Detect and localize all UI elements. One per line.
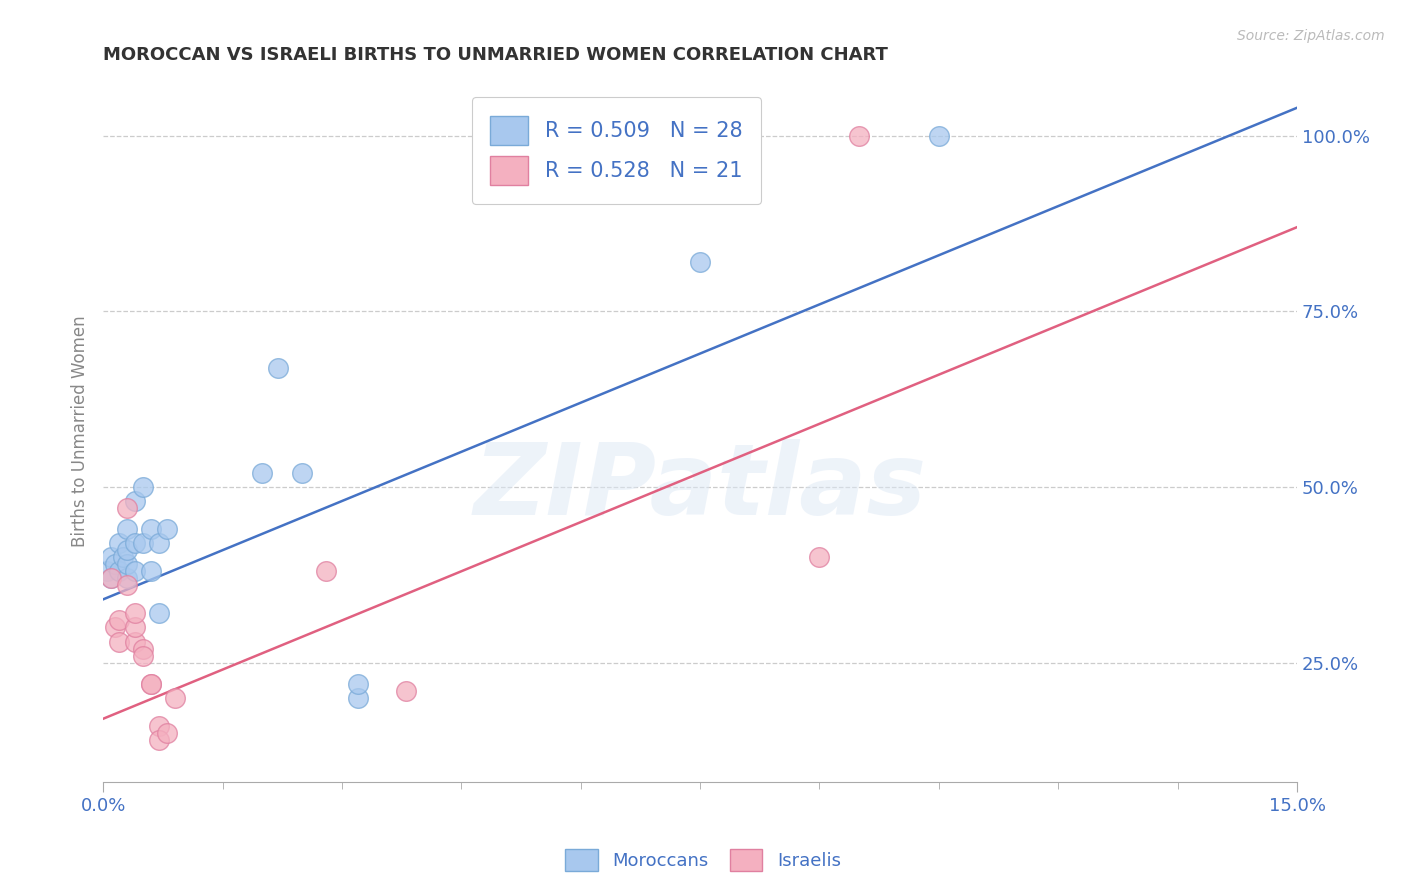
Point [148, 536, 170, 550]
Point [252, 466, 274, 480]
Point [100, 550, 122, 565]
Point [156, 522, 179, 536]
Point [108, 564, 131, 578]
Point [148, 607, 170, 621]
Point [148, 719, 170, 733]
Point [132, 480, 155, 494]
Point [808, 550, 831, 565]
Point [115, 558, 138, 572]
Point [96, 564, 118, 578]
Y-axis label: Births to Unmarried Women: Births to Unmarried Women [72, 315, 89, 547]
Point [100, 571, 122, 585]
Point [132, 641, 155, 656]
Point [115, 522, 138, 536]
Point [124, 494, 146, 508]
Point [267, 360, 290, 375]
Point [132, 648, 155, 663]
Point [139, 676, 162, 690]
Text: Source: ZipAtlas.com: Source: ZipAtlas.com [1237, 29, 1385, 44]
Point [104, 558, 127, 572]
Point [104, 620, 127, 634]
Point [124, 620, 146, 634]
Point [112, 550, 135, 565]
Point [124, 536, 146, 550]
Point [689, 255, 711, 269]
Point [148, 732, 170, 747]
Legend: Moroccans, Israelis: Moroccans, Israelis [558, 842, 848, 879]
Point [115, 578, 138, 592]
Point [124, 564, 146, 578]
Point [139, 564, 162, 578]
Point [347, 690, 370, 705]
Point [291, 466, 314, 480]
Point [115, 571, 138, 585]
Point [108, 614, 131, 628]
Text: MOROCCAN VS ISRAELI BIRTHS TO UNMARRIED WOMEN CORRELATION CHART: MOROCCAN VS ISRAELI BIRTHS TO UNMARRIED … [103, 46, 889, 64]
Point [132, 536, 155, 550]
Legend: R = 0.509   N = 28, R = 0.528   N = 21: R = 0.509 N = 28, R = 0.528 N = 21 [472, 97, 761, 204]
Point [115, 501, 138, 516]
Point [124, 607, 146, 621]
Point [156, 726, 179, 740]
Point [848, 128, 870, 143]
Point [139, 522, 162, 536]
Point [100, 571, 122, 585]
Point [347, 676, 370, 690]
Point [315, 564, 337, 578]
Point [124, 634, 146, 648]
Point [928, 128, 950, 143]
Point [108, 536, 131, 550]
Point [108, 634, 131, 648]
Point [394, 683, 416, 698]
Point [139, 676, 162, 690]
Text: ZIPatlas: ZIPatlas [474, 439, 927, 535]
Point [115, 543, 138, 558]
Point [163, 690, 186, 705]
